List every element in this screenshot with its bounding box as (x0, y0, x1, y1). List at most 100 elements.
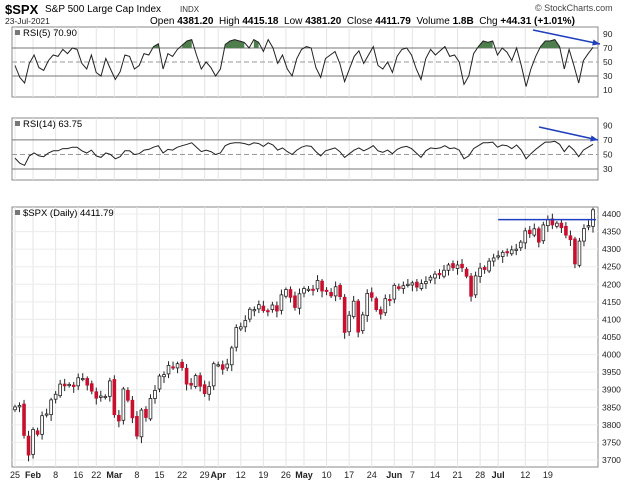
candle-body-87 (406, 283, 410, 286)
rsi-tick-label-2-50: 50 (603, 149, 613, 159)
candle-body-117 (541, 224, 546, 242)
candle-body-9 (53, 393, 58, 400)
candle-body-98 (455, 264, 460, 269)
candle-body-52 (248, 308, 252, 320)
candle-body-74 (347, 314, 351, 333)
candle-body-122 (564, 225, 568, 236)
x-tick-label-10: Apr (210, 470, 226, 480)
candle-body-26 (130, 399, 135, 419)
candle-body-0 (13, 406, 17, 411)
x-tick-label-0: 25 (10, 470, 20, 480)
candle-body-3 (26, 435, 31, 456)
x-tick-label-17: 24 (367, 470, 377, 480)
candle-body-14 (76, 377, 81, 387)
candle-body-2 (22, 403, 26, 436)
candle-body-11 (62, 383, 67, 387)
candle-body-51 (243, 320, 248, 328)
candle-body-118 (546, 219, 550, 227)
rsi5-trend-arrow-shaft (532, 29, 601, 45)
candle-body-39 (189, 382, 193, 386)
rsi-overbought-fill-1 (182, 39, 192, 48)
candle-body-61 (288, 289, 293, 298)
rsi-tick-label-1-10: 10 (603, 85, 613, 95)
price-tick-label-3850: 3850 (602, 402, 621, 412)
rsi-tick-label-1-70: 70 (603, 43, 613, 53)
candle-body-68 (320, 280, 324, 292)
x-tick-label-8: 22 (177, 470, 187, 480)
rsi-overbought-fill-1 (253, 39, 259, 48)
candle-body-15 (80, 378, 85, 381)
candle-body-88 (410, 282, 415, 286)
candle-body-111 (514, 248, 519, 251)
price-tick-label-3950: 3950 (602, 367, 621, 377)
candle-body-103 (478, 267, 482, 277)
candle-body-30 (148, 398, 153, 420)
volume-value: 1.8B (452, 16, 474, 27)
candle-body-5 (35, 430, 40, 435)
candle-body-46 (220, 364, 225, 370)
candle-body-104 (482, 267, 487, 270)
candle-body-93 (433, 273, 437, 279)
x-tick-label-22: 28 (475, 470, 485, 480)
candle-body-126 (582, 228, 586, 242)
security-name: S&P 500 Large Cap Index (45, 4, 162, 15)
candle-body-33 (162, 374, 166, 378)
brand-label: © StockCharts.com (535, 3, 613, 13)
candle-body-37 (180, 361, 184, 368)
candle-body-10 (58, 383, 62, 397)
price-panel-icon (15, 210, 20, 215)
candle-body-13 (71, 384, 76, 387)
candle-body-28 (139, 409, 144, 438)
candle-body-115 (532, 228, 537, 236)
price-tick-label-4400: 4400 (602, 209, 621, 219)
x-tick-label-1: Feb (25, 470, 42, 480)
rsi-panel-icon-2 (15, 121, 20, 126)
x-tick-label-2: 8 (53, 470, 58, 480)
rsi5-trend-arrow-head (592, 39, 600, 46)
candle-body-7 (44, 413, 49, 416)
candle-body-94 (437, 273, 442, 276)
candle-body-6 (40, 415, 44, 435)
rsi-overbought-fill-1 (225, 39, 245, 48)
candle-body-29 (144, 408, 148, 418)
rsi-panel-title-2: RSI(14) 63.75 (23, 119, 82, 130)
candle-body-96 (446, 264, 451, 271)
candle-body-100 (464, 268, 469, 277)
price-tick-label-4350: 4350 (602, 227, 621, 237)
x-tick-label-5: Mar (106, 470, 123, 480)
x-tick-label-7: 15 (154, 470, 164, 480)
candle-body-34 (166, 365, 171, 375)
rsi-line-1 (14, 38, 594, 87)
chg-value: +44.31 (+1.01%) (500, 16, 575, 27)
candle-body-85 (397, 286, 401, 289)
candle-body-90 (419, 283, 424, 289)
candle-body-56 (266, 310, 270, 313)
candle-body-35 (171, 366, 175, 369)
x-tick-label-6: 8 (134, 470, 139, 480)
candle-body-108 (500, 251, 505, 257)
candle-body-83 (387, 299, 392, 302)
candle-body-12 (67, 384, 71, 387)
candle-body-77 (360, 314, 365, 332)
candle-body-43 (207, 386, 211, 395)
rsi-tick-label-1-30: 30 (603, 71, 613, 81)
candle-body-19 (98, 395, 103, 398)
symbol-title: $SPX (5, 2, 39, 17)
candle-body-53 (252, 309, 257, 312)
x-tick-label-16: 17 (344, 470, 354, 480)
candle-body-125 (577, 240, 582, 266)
candle-body-49 (234, 327, 239, 348)
x-tick-label-20: 14 (430, 470, 440, 480)
candle-body-63 (297, 293, 302, 309)
quote-line: Open 4381.20 High 4415.18 Low 4381.20 Cl… (150, 17, 575, 27)
candle-body-16 (85, 378, 90, 386)
candle-body-25 (126, 390, 130, 401)
candle-body-99 (460, 263, 464, 269)
price-tick-label-4150: 4150 (602, 297, 621, 307)
candle-body-109 (505, 251, 510, 254)
candle-body-27 (135, 416, 139, 437)
candle-body-80 (374, 298, 379, 310)
candle-body-107 (496, 255, 500, 258)
candle-body-86 (401, 285, 406, 289)
